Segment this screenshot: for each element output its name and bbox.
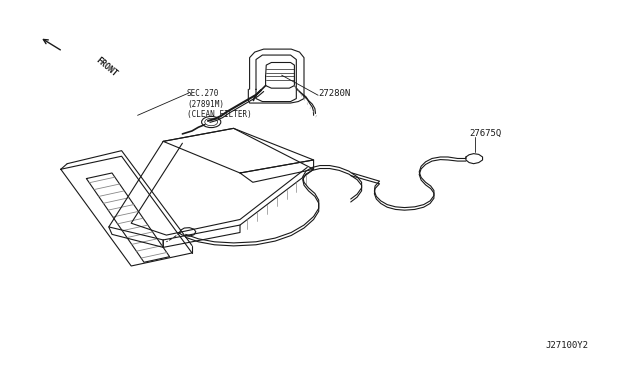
Text: J27100Y2: J27100Y2 (546, 341, 589, 350)
Text: 27675Q: 27675Q (469, 129, 501, 138)
Text: 27280N: 27280N (318, 89, 350, 98)
Text: SEC.270
(27891M)
(CLEAN FILTER): SEC.270 (27891M) (CLEAN FILTER) (187, 89, 252, 119)
Text: FRONT: FRONT (94, 55, 119, 78)
